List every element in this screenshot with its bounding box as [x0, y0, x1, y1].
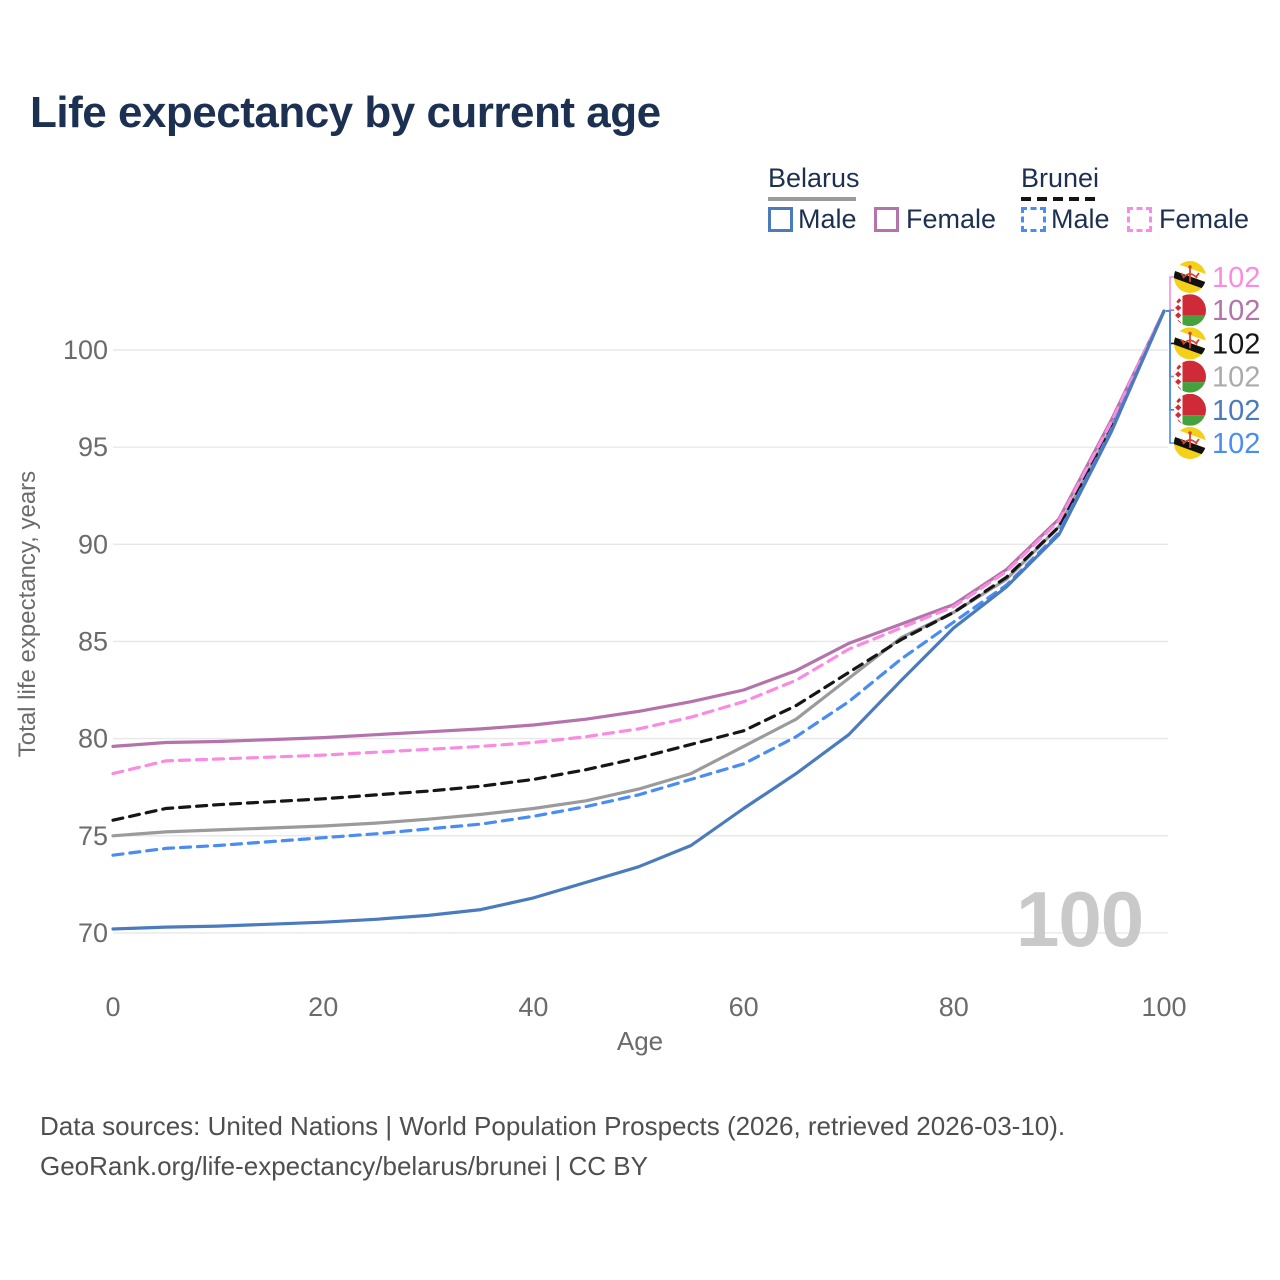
legend-item-brunei-female[interactable]: Female [1127, 204, 1249, 235]
series-line-brunei-male [111, 309, 1166, 857]
series-line-belarus-male [111, 309, 1166, 931]
legend-label-belarus-female: Female [906, 204, 997, 234]
legend-swatch-belarus-female[interactable] [874, 207, 899, 232]
series-line-brunei-female [111, 309, 1166, 776]
legend-group-belarus: Belarus [768, 163, 860, 201]
age-watermark: 100 [1016, 875, 1144, 963]
x-tick-label: 20 [308, 992, 338, 1022]
legend-label-belarus-male: Male [798, 204, 857, 234]
series-line-brunei-total [111, 309, 1166, 822]
end-label-value-belarus-total: 102 [1212, 362, 1260, 394]
x-tick-label: 60 [729, 992, 759, 1022]
x-tick-label: 80 [939, 992, 969, 1022]
end-label-value-brunei-female: 102 [1212, 262, 1260, 294]
brunei-flag-icon [1174, 261, 1206, 293]
legend-group-brunei: Brunei [1021, 163, 1101, 201]
legend-belarus-line-sample [768, 197, 856, 201]
y-tick-label: 95 [78, 432, 108, 462]
legend-item-belarus-female[interactable]: Female [874, 204, 996, 235]
legend-swatch-brunei-female[interactable] [1127, 207, 1152, 232]
brunei-flag-icon [1174, 327, 1206, 360]
x-tick-label: 0 [105, 992, 120, 1022]
y-tick-label: 90 [78, 529, 108, 559]
series-line-belarus-female [111, 309, 1166, 748]
legend-group-brunei-label[interactable]: Brunei [1021, 163, 1100, 193]
legend-item-brunei-male[interactable]: Male [1021, 204, 1110, 235]
end-label-value-belarus-male: 102 [1212, 395, 1260, 427]
footer: Data sources: United Nations | World Pop… [40, 1106, 1065, 1186]
y-tick-label: 80 [78, 724, 108, 754]
end-label-leader [1166, 310, 1174, 444]
legend-brunei-line-sample [1021, 197, 1101, 201]
x-tick-label: 40 [518, 992, 548, 1022]
end-label-value-brunei-total: 102 [1212, 328, 1260, 360]
brunei-flag-icon [1174, 427, 1206, 459]
page-title: Life expectancy by current age [30, 88, 661, 137]
end-label-value-belarus-female: 102 [1212, 295, 1260, 327]
legend-group-belarus-label[interactable]: Belarus [768, 163, 860, 193]
belarus-flag-icon [1174, 360, 1206, 393]
y-axis-title: Total life expectancy, years [14, 470, 41, 758]
y-tick-label: 100 [63, 335, 108, 365]
belarus-flag-icon [1174, 393, 1206, 426]
end-label-value-brunei-male: 102 [1212, 428, 1260, 460]
legend-label-brunei-female: Female [1159, 204, 1250, 234]
legend-swatch-brunei-male[interactable] [1021, 207, 1046, 232]
y-tick-label: 75 [78, 821, 108, 851]
legend-label-brunei-male: Male [1051, 204, 1110, 234]
y-tick-label: 85 [78, 626, 108, 656]
end-label-leader [1166, 276, 1174, 312]
legend-item-belarus-male[interactable]: Male [768, 204, 857, 235]
footer-data-sources: Data sources: United Nations | World Pop… [40, 1111, 1066, 1141]
legend-swatch-belarus-male[interactable] [768, 207, 793, 232]
belarus-flag-icon [1174, 294, 1206, 327]
x-tick-label: 100 [1141, 992, 1186, 1022]
y-tick-label: 70 [78, 918, 108, 948]
footer-attribution: GeoRank.org/life-expectancy/belarus/brun… [40, 1151, 648, 1181]
x-axis-title: Age [616, 1026, 664, 1056]
